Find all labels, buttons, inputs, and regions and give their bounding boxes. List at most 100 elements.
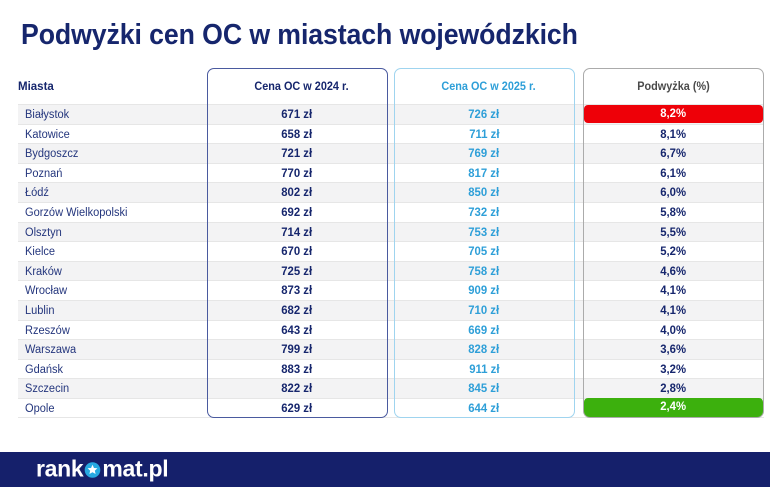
table-row: Gorzów Wielkopolski 692 zł 732 zł 5,8% — [18, 201, 764, 223]
cell-price-2025: 758 zł — [394, 263, 575, 282]
table-row: Gdańsk 883 zł 911 zł 3,2% — [18, 358, 764, 380]
cell-price-2024-text: 721 zł — [281, 148, 313, 161]
cell-change: 6,1% — [583, 165, 764, 184]
cell-price-2025-text: 769 zł — [468, 148, 500, 161]
cell-change-text: 3,2% — [660, 363, 686, 376]
cell-price-2024-text: 643 zł — [281, 324, 313, 337]
cell-city: Gorzów Wielkopolski — [25, 206, 128, 219]
cell-city: Wrocław — [25, 285, 68, 298]
cell-price-2024: 802 zł — [207, 184, 388, 203]
cell-city: Olsztyn — [25, 226, 62, 239]
cell-price-2024: 658 zł — [207, 126, 388, 145]
cell-price-2024-text: 770 zł — [281, 167, 313, 180]
cell-change: 5,5% — [583, 224, 764, 243]
cell-change: 4,6% — [583, 263, 764, 282]
star-icon — [85, 461, 101, 478]
cell-price-2024: 822 zł — [207, 380, 388, 399]
cell-price-2025: 769 zł — [394, 145, 575, 164]
column-header-2024: Cena OC w 2024 r. — [253, 81, 349, 93]
cell-change: 6,0% — [583, 184, 764, 203]
table-row: Warszawa 799 zł 828 zł 3,6% — [18, 339, 764, 359]
cell-change-text: 5,5% — [660, 226, 686, 239]
column-header-city: Miasta — [18, 81, 54, 93]
cell-change: 2,8% — [583, 380, 764, 399]
cell-price-2025: 817 zł — [394, 165, 575, 184]
cell-city: Rzeszów — [25, 324, 70, 337]
page-title: Podwyżki cen OC w miastach wojewódzkich — [20, 18, 578, 51]
cell-change-text: 2,8% — [660, 383, 686, 396]
cell-price-2025-text: 845 zł — [468, 383, 500, 396]
cell-city: Białystok — [25, 109, 70, 121]
cell-price-2025: 850 zł — [394, 184, 575, 203]
cell-change-text: 5,8% — [660, 206, 686, 219]
table-body: Białystok 671 zł 726 zł 8,2% Katowice 658 zł 7… — [18, 104, 764, 418]
cell-price-2025: 726 zł — [394, 106, 575, 125]
cell-change: 3,2% — [583, 361, 764, 380]
cell-change-text: 4,1% — [660, 304, 686, 317]
cell-change: 4,1% — [583, 302, 764, 321]
cell-city: Opole — [25, 402, 55, 415]
table-row: Poznań 770 zł 817 zł 6,1% — [18, 162, 764, 184]
table-row: Łódź 802 zł 850 zł 6,0% — [18, 182, 764, 202]
cell-price-2025: 711 zł — [394, 126, 575, 145]
cell-city: Kraków — [25, 265, 62, 278]
cell-city: Lublin — [25, 304, 55, 317]
cell-price-2024-text: 658 zł — [281, 128, 313, 141]
cell-price-2025: 732 zł — [394, 204, 575, 223]
table-row: Szczecin 822 zł 845 zł 2,8% — [18, 378, 764, 398]
table-row: Rzeszów 643 zł 669 zł 4,0% — [18, 319, 764, 341]
table-row: Wrocław 873 zł 909 zł 4,1% — [18, 280, 764, 300]
cell-city: Warszawa — [25, 344, 77, 357]
cell-change-text: 6,7% — [660, 148, 686, 161]
cell-price-2025: 753 zł — [394, 224, 575, 243]
cell-price-2024-text: 629 zł — [281, 402, 313, 415]
logo-text-left: rank — [36, 455, 84, 481]
cell-change-text: 6,0% — [660, 187, 686, 200]
table-row: Białystok 671 zł 726 zł 8,2% — [18, 104, 764, 124]
cell-price-2024: 682 zł — [207, 302, 388, 321]
cell-price-2024-text: 671 zł — [281, 109, 313, 121]
cell-price-2025-text: 753 zł — [468, 226, 500, 239]
table-row: Lublin 682 zł 710 zł 4,1% — [18, 299, 764, 321]
cell-price-2025-text: 828 zł — [468, 344, 500, 357]
cell-change-text: 6,1% — [660, 167, 686, 180]
cell-change: 3,6% — [583, 341, 764, 360]
cell-change-text: 4,0% — [660, 324, 686, 337]
cell-change-text: 2,4% — [660, 401, 686, 414]
cell-price-2024: 714 zł — [207, 224, 388, 243]
cell-price-2024-text: 883 zł — [281, 363, 313, 376]
cell-price-2024-text: 670 zł — [281, 246, 313, 259]
cell-price-2024-text: 799 zł — [281, 344, 313, 357]
cell-price-2025-text: 726 zł — [468, 109, 500, 121]
cell-price-2025: 909 zł — [394, 282, 575, 301]
cell-city: Katowice — [25, 128, 70, 141]
cell-change: 8,2% — [583, 104, 763, 123]
cell-price-2025: 911 zł — [394, 361, 575, 380]
cell-change: 6,7% — [583, 145, 764, 164]
cell-price-2024: 883 zł — [207, 361, 388, 380]
table-row: Opole 629 zł 644 zł 2,4% — [18, 397, 764, 418]
cell-price-2025-text: 850 zł — [468, 187, 500, 200]
cell-price-2024: 799 zł — [207, 341, 388, 360]
cell-price-2025: 828 zł — [394, 341, 575, 360]
cell-change-text: 8,1% — [660, 128, 686, 141]
cell-price-2025-text: 705 zł — [468, 246, 500, 259]
footer-bar: rank mat.pl — [0, 452, 770, 487]
cell-price-2025-text: 710 zł — [468, 304, 500, 317]
cell-change-text: 8,2% — [660, 107, 686, 120]
cell-price-2024: 770 zł — [207, 165, 388, 184]
cell-price-2024-text: 822 zł — [281, 383, 313, 396]
cell-change: 5,8% — [583, 204, 764, 223]
table-row: Kielce 670 zł 705 zł 5,2% — [18, 241, 764, 261]
cell-price-2024-text: 714 zł — [281, 226, 313, 239]
cell-price-2024: 721 zł — [207, 145, 388, 164]
cell-change: 4,0% — [583, 322, 764, 341]
cell-city: Bydgoszcz — [25, 148, 79, 161]
cell-change-text: 5,2% — [660, 246, 686, 259]
cell-change: 2,4% — [583, 398, 763, 417]
cell-city: Poznań — [25, 167, 63, 180]
cell-city: Kielce — [25, 246, 56, 259]
cell-price-2024: 725 zł — [207, 263, 388, 282]
cell-price-2025-text: 644 zł — [468, 402, 500, 415]
